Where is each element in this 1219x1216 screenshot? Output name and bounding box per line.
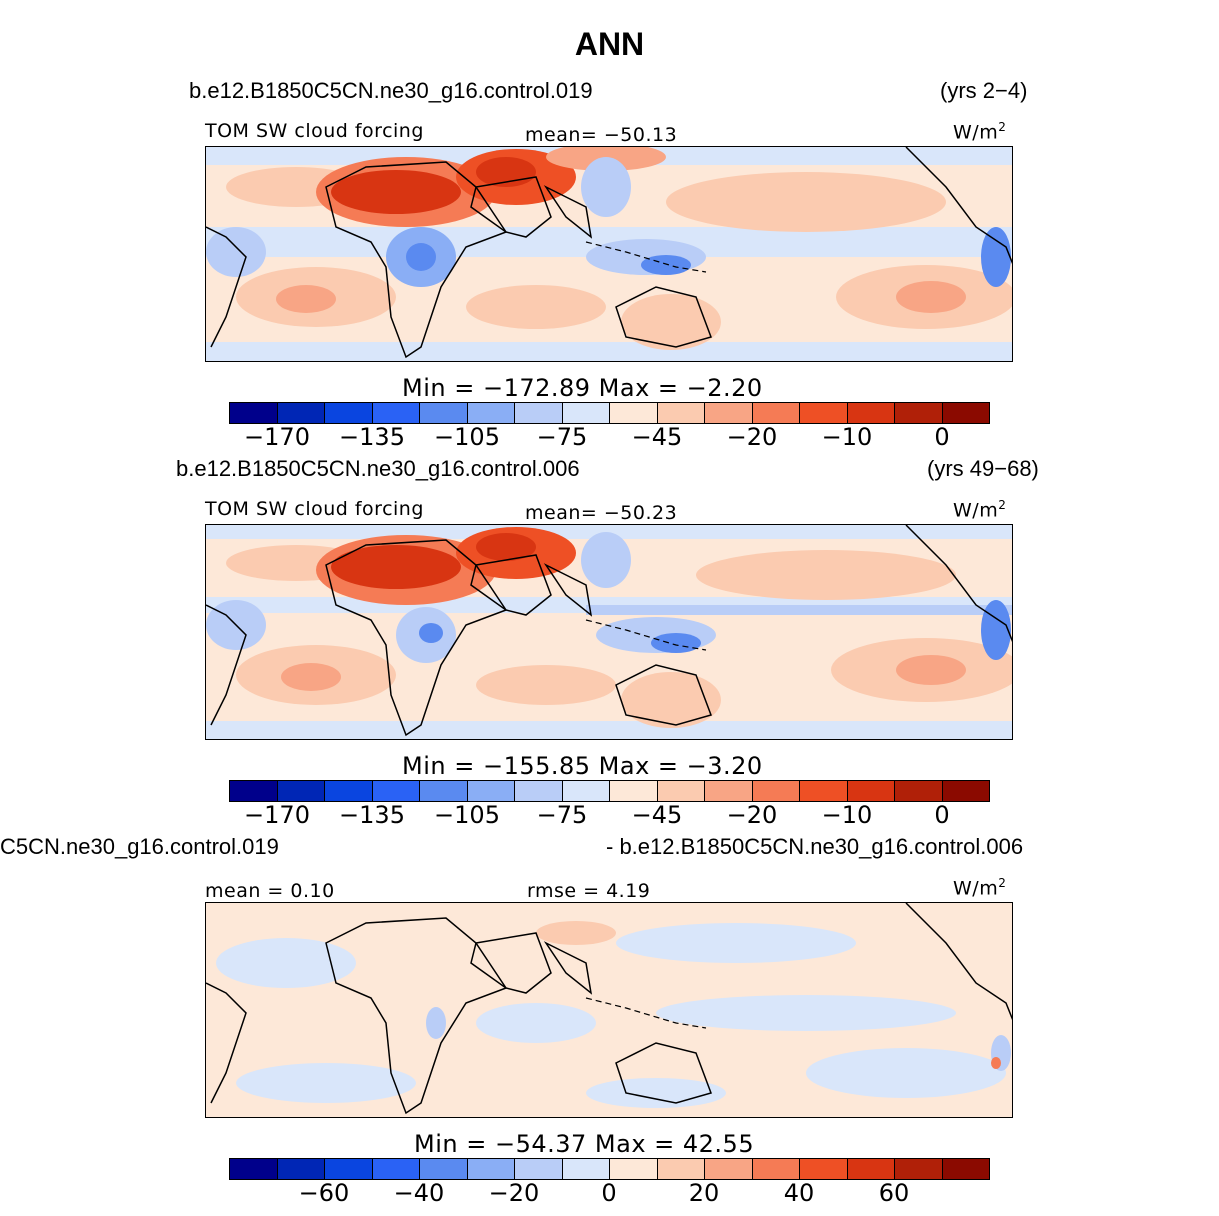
panel2-units: W/m2 (953, 498, 1007, 522)
colorbar-box (942, 781, 989, 801)
colorbar-box (752, 1159, 800, 1179)
colorbar-box (895, 1159, 943, 1179)
panel1-units: W/m2 (953, 120, 1007, 144)
colorbar-box (515, 781, 563, 801)
panel2-tick: −75 (536, 801, 588, 829)
colorbar-box (610, 1159, 658, 1179)
panel1-tick: −20 (726, 423, 778, 451)
colorbar-box (230, 1159, 278, 1179)
panel3-case-left: C5CN.ne30_g16.control.019 (0, 834, 279, 859)
panel3-units: W/m2 (953, 876, 1007, 900)
colorbar-box (800, 1159, 848, 1179)
colorbar-box (562, 403, 610, 423)
panel1-colorbar (229, 402, 990, 424)
colorbar-box (277, 403, 325, 423)
panel1-tick: −105 (434, 423, 500, 451)
panel3-mean: mean = 0.10 (205, 880, 335, 902)
panel1-case-name: b.e12.B1850C5CN.ne30_g16.control.019 (189, 78, 593, 103)
colorbar-box (277, 1159, 325, 1179)
colorbar-box (372, 781, 420, 801)
colorbar-box (515, 403, 563, 423)
panel3-tick: −60 (298, 1179, 350, 1207)
panel1-variable: TOM SW cloud forcing (205, 120, 424, 142)
colorbar-box (895, 403, 943, 423)
colorbar-box (752, 781, 800, 801)
colorbar-box (705, 403, 753, 423)
panel2-mean: mean= −50.23 (525, 502, 678, 524)
panel1-tick: 0 (934, 423, 950, 451)
panel3-tick: 20 (688, 1179, 720, 1207)
panel3-rmse: rmse = 4.19 (527, 880, 651, 902)
colorbar-box (752, 403, 800, 423)
panel2-tick: −135 (339, 801, 405, 829)
colorbar-box (942, 403, 989, 423)
panel2-tick: −170 (244, 801, 310, 829)
panel2-tick: −105 (434, 801, 500, 829)
panel3-colorbar (229, 1158, 990, 1180)
colorbar-box (562, 781, 610, 801)
panel3-case-right: - b.e12.B1850C5CN.ne30_g16.control.006 (606, 834, 1024, 859)
panel3-map (205, 902, 1013, 1118)
colorbar-box (657, 1159, 705, 1179)
colorbar-box (847, 403, 895, 423)
panel1-tick: −75 (536, 423, 588, 451)
colorbar-box (610, 781, 658, 801)
colorbar-box (277, 781, 325, 801)
panel1-years: (yrs 2−4) (940, 78, 1028, 103)
panel1-tick: −170 (244, 423, 310, 451)
panel1-mean: mean= −50.13 (525, 124, 678, 146)
colorbar-box (610, 403, 658, 423)
panel1-tick: −45 (631, 423, 683, 451)
colorbar-box (420, 781, 468, 801)
panel2-minmax: Min = −155.85 Max = −3.20 (402, 752, 763, 780)
panel2-years: (yrs 49−68) (927, 456, 1039, 481)
panel2-tick: −45 (631, 801, 683, 829)
colorbar-box (420, 1159, 468, 1179)
colorbar-box (325, 781, 373, 801)
colorbar-box (467, 403, 515, 423)
colorbar-box (467, 781, 515, 801)
panel1-map (205, 146, 1013, 362)
colorbar-box (942, 1159, 989, 1179)
colorbar-box (562, 1159, 610, 1179)
colorbar-box (800, 403, 848, 423)
colorbar-box (847, 781, 895, 801)
panel3-tick: 40 (783, 1179, 815, 1207)
panel2-tick: −10 (821, 801, 873, 829)
panel3-tick: 60 (878, 1179, 910, 1207)
panel3-minmax: Min = −54.37 Max = 42.55 (414, 1130, 755, 1158)
colorbar-box (847, 1159, 895, 1179)
panel2-case-name: b.e12.B1850C5CN.ne30_g16.control.006 (176, 456, 580, 481)
colorbar-box (420, 403, 468, 423)
panel3-tick: −20 (488, 1179, 540, 1207)
panel2-colorbar (229, 780, 990, 802)
colorbar-box (372, 1159, 420, 1179)
colorbar-box (800, 781, 848, 801)
plot-title: ANN (574, 26, 645, 62)
panel1-tick: −10 (821, 423, 873, 451)
colorbar-box (657, 781, 705, 801)
panel2-map (205, 524, 1013, 740)
colorbar-box (705, 1159, 753, 1179)
panel2-tick: −20 (726, 801, 778, 829)
colorbar-box (515, 1159, 563, 1179)
colorbar-box (705, 781, 753, 801)
panel1-minmax: Min = −172.89 Max = −2.20 (402, 374, 763, 402)
panel2-tick: 0 (934, 801, 950, 829)
colorbar-box (325, 1159, 373, 1179)
panel1-tick: −135 (339, 423, 405, 451)
colorbar-box (325, 403, 373, 423)
panel2-variable: TOM SW cloud forcing (205, 498, 424, 520)
panel3-tick: 0 (601, 1179, 617, 1207)
panel3-tick: −40 (393, 1179, 445, 1207)
colorbar-box (372, 403, 420, 423)
colorbar-box (895, 781, 943, 801)
colorbar-box (467, 1159, 515, 1179)
colorbar-box (230, 781, 278, 801)
colorbar-box (657, 403, 705, 423)
colorbar-box (230, 403, 278, 423)
